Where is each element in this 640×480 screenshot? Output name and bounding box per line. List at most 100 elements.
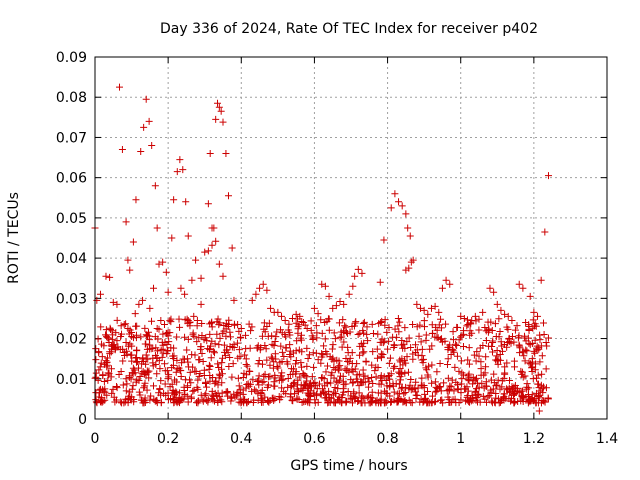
data-point — [210, 224, 218, 232]
data-point — [331, 384, 339, 392]
data-point — [239, 373, 247, 381]
data-point — [103, 332, 111, 340]
data-point — [97, 397, 105, 405]
data-point — [216, 393, 224, 401]
data-point — [298, 399, 306, 407]
data-point — [414, 384, 422, 392]
data-point — [363, 330, 371, 338]
data-point — [172, 397, 180, 405]
data-point — [334, 396, 342, 404]
data-point — [148, 317, 156, 325]
data-point — [215, 374, 223, 382]
y-tick-label: 0.05 — [56, 211, 87, 227]
data-point — [485, 342, 493, 350]
data-point — [129, 370, 137, 378]
data-point — [511, 381, 519, 389]
data-point — [318, 280, 326, 288]
data-point — [181, 316, 189, 324]
data-point — [96, 290, 104, 298]
data-point — [135, 364, 143, 372]
data-point — [478, 380, 486, 388]
y-tick-label: 0.07 — [56, 130, 87, 146]
data-point — [236, 352, 244, 360]
data-point — [348, 366, 356, 374]
data-point — [137, 333, 145, 341]
data-point — [522, 319, 530, 327]
data-point — [218, 389, 226, 397]
data-point — [538, 370, 546, 378]
data-point — [344, 357, 352, 365]
data-point — [368, 361, 376, 369]
data-point — [317, 316, 325, 324]
data-point — [204, 345, 212, 353]
data-point — [310, 304, 318, 312]
data-point — [196, 345, 204, 353]
data-point — [538, 352, 546, 360]
data-point — [509, 386, 517, 394]
data-point — [170, 352, 178, 360]
data-point — [96, 363, 104, 371]
data-point — [524, 399, 532, 407]
data-point — [190, 386, 198, 394]
data-point — [310, 363, 318, 371]
data-point — [339, 316, 347, 324]
data-point — [473, 394, 481, 402]
data-point — [259, 280, 267, 288]
data-point — [109, 385, 117, 393]
data-point — [521, 357, 529, 365]
data-point — [354, 398, 362, 406]
data-point — [510, 391, 518, 399]
data-point — [475, 326, 483, 334]
data-point — [167, 315, 175, 323]
data-point — [225, 363, 233, 371]
data-point — [122, 338, 130, 346]
data-point — [481, 324, 489, 332]
data-point — [503, 323, 511, 331]
data-point — [256, 346, 264, 354]
data-point — [312, 322, 320, 330]
data-point — [401, 388, 409, 396]
data-point — [289, 370, 297, 378]
data-point — [168, 234, 176, 242]
data-point — [155, 357, 163, 365]
data-point — [113, 316, 121, 324]
data-point — [360, 318, 368, 326]
y-axis-label: ROTI / TECUs — [6, 192, 22, 284]
data-point — [481, 369, 489, 377]
data-point — [216, 334, 224, 342]
data-point — [201, 379, 209, 387]
data-point — [271, 382, 279, 390]
data-point — [348, 399, 356, 407]
y-tick-label: 0.04 — [56, 251, 87, 267]
data-point — [228, 343, 236, 351]
data-point — [488, 348, 496, 356]
data-point — [125, 392, 133, 400]
data-point — [330, 329, 338, 337]
data-point — [431, 397, 439, 405]
data-point — [519, 284, 527, 292]
data-point — [230, 320, 238, 328]
data-point — [489, 338, 497, 346]
data-point — [542, 384, 550, 392]
data-point — [157, 316, 165, 324]
data-point — [173, 333, 181, 341]
data-point — [513, 322, 521, 330]
data-point — [204, 200, 212, 208]
data-point — [205, 361, 213, 369]
data-point — [278, 358, 286, 366]
data-point — [301, 321, 309, 329]
data-point — [102, 326, 110, 334]
x-tick-label: 0.8 — [376, 431, 398, 447]
data-point — [196, 369, 204, 377]
data-point — [168, 380, 176, 388]
data-point — [500, 341, 508, 349]
data-point — [431, 302, 439, 310]
data-point — [230, 296, 238, 304]
data-point — [517, 367, 525, 375]
data-point — [293, 337, 301, 345]
data-point — [270, 341, 278, 349]
data-point — [212, 115, 220, 123]
data-point — [368, 374, 376, 382]
data-point — [158, 353, 166, 361]
data-point — [481, 395, 489, 403]
